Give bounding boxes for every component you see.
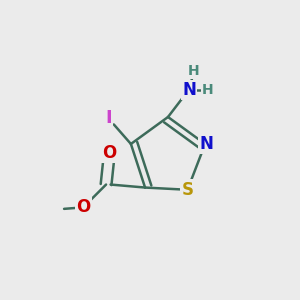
Text: H: H bbox=[188, 64, 199, 78]
Text: O: O bbox=[76, 198, 91, 216]
Text: N: N bbox=[200, 135, 214, 153]
Text: H: H bbox=[202, 83, 213, 97]
Text: I: I bbox=[105, 110, 112, 128]
Text: O: O bbox=[102, 144, 116, 162]
Text: N: N bbox=[182, 81, 196, 99]
Text: S: S bbox=[182, 181, 194, 199]
